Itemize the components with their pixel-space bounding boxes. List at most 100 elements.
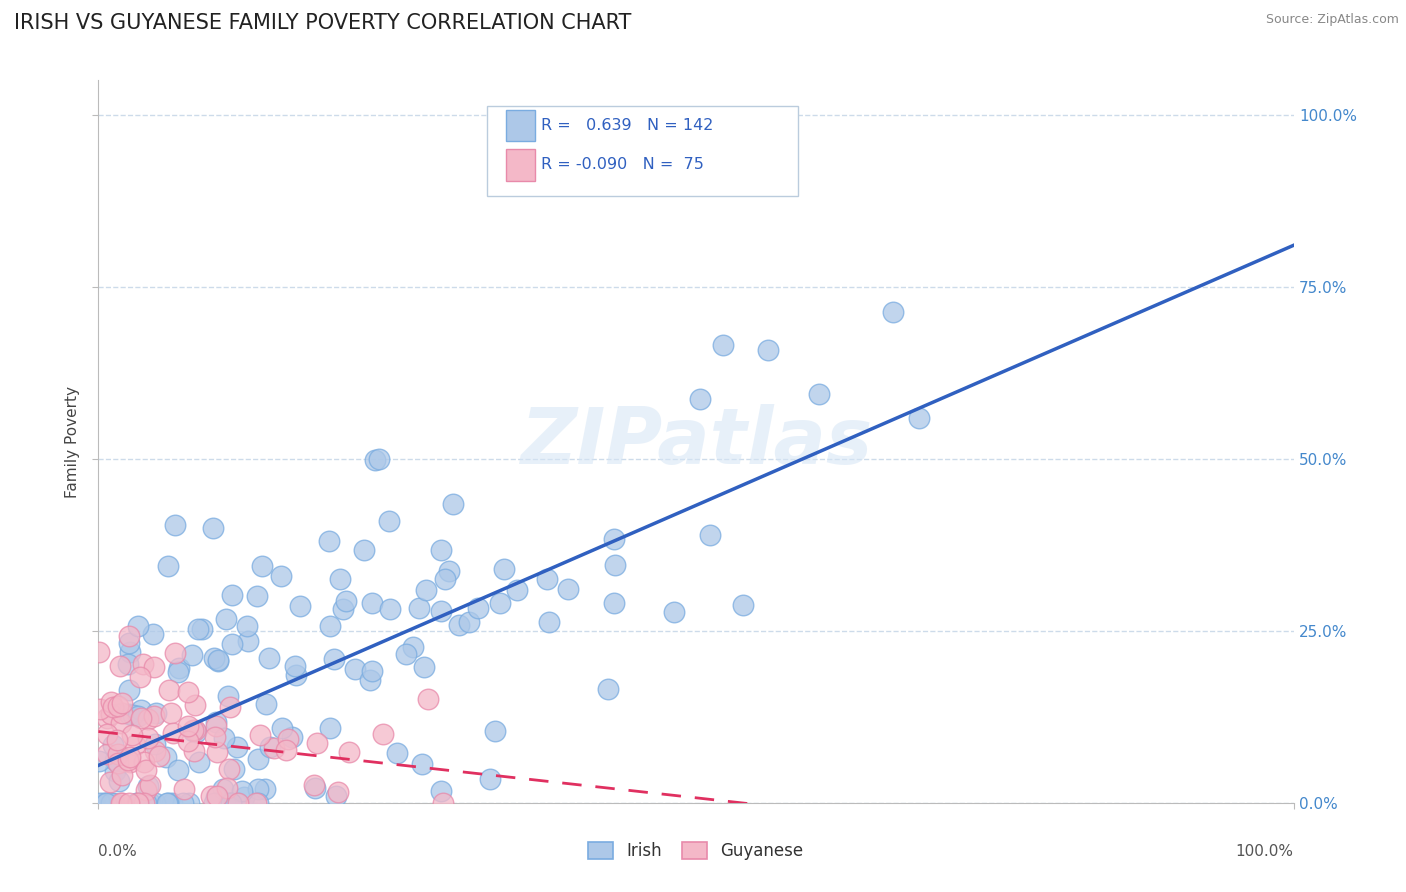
Point <box>118 707 141 722</box>
Point <box>457 615 479 630</box>
Y-axis label: Family Poverty: Family Poverty <box>65 385 80 498</box>
Point <box>378 602 401 616</box>
Point <box>190 622 212 636</box>
Point <box>557 582 579 596</box>
Point <box>605 558 627 573</box>
Point <box>415 582 437 597</box>
Point <box>402 640 425 654</box>
Point <box>276 742 298 756</box>
Point <box>215 612 238 626</box>
Point <box>467 601 489 615</box>
Point <box>131 657 153 671</box>
Point <box>145 706 167 720</box>
Point <box>89 796 111 810</box>
Point <box>733 598 755 612</box>
Point <box>136 731 159 746</box>
Point <box>226 796 249 810</box>
Point <box>118 629 141 643</box>
Point <box>118 796 141 810</box>
Point <box>882 305 904 319</box>
Point <box>353 542 375 557</box>
Point <box>117 657 139 672</box>
Point <box>304 781 326 796</box>
Point <box>430 543 453 558</box>
Point <box>129 703 152 717</box>
Point <box>181 648 204 663</box>
Point <box>337 745 360 759</box>
Point <box>129 711 152 725</box>
Point <box>103 753 125 767</box>
Point <box>226 796 249 810</box>
Point <box>205 719 228 733</box>
Point <box>226 739 249 754</box>
Point <box>364 453 387 467</box>
Point <box>100 707 122 722</box>
Point <box>120 645 142 659</box>
Point <box>217 796 239 810</box>
Point <box>231 783 253 797</box>
Point <box>413 659 436 673</box>
Point <box>908 411 931 425</box>
Point <box>217 689 239 703</box>
Point <box>360 597 382 611</box>
Text: Source: ZipAtlas.com: Source: ZipAtlas.com <box>1265 13 1399 27</box>
Point <box>160 706 183 721</box>
Point <box>447 617 470 632</box>
Point <box>232 790 254 805</box>
Point <box>506 582 529 597</box>
Point <box>246 752 269 766</box>
Point <box>143 737 166 751</box>
Point <box>689 392 711 406</box>
Point <box>489 596 512 610</box>
Point <box>143 744 166 758</box>
Point <box>494 562 516 576</box>
Point <box>96 727 118 741</box>
Point <box>432 796 454 810</box>
Point <box>101 700 124 714</box>
Point <box>98 774 121 789</box>
Point <box>183 744 205 758</box>
Point <box>430 784 453 798</box>
Point <box>139 777 162 791</box>
Point <box>142 626 165 640</box>
Point <box>756 343 779 357</box>
Point <box>110 796 132 810</box>
Point <box>270 569 292 583</box>
Point <box>202 521 225 535</box>
Point <box>699 528 721 542</box>
Point <box>395 647 418 661</box>
Point <box>253 782 276 797</box>
Point <box>280 731 302 745</box>
Point <box>385 747 408 761</box>
Point <box>96 796 118 810</box>
Point <box>250 559 273 574</box>
Point <box>157 796 180 810</box>
Point <box>246 782 269 797</box>
Point <box>156 559 179 574</box>
Point <box>127 619 149 633</box>
Text: R = -0.090   N =  75: R = -0.090 N = 75 <box>541 157 703 172</box>
Point <box>434 572 457 586</box>
Point <box>148 749 170 764</box>
Point <box>110 716 132 731</box>
Point <box>127 709 149 723</box>
Point <box>204 730 226 744</box>
FancyBboxPatch shape <box>486 105 797 196</box>
Point <box>596 681 619 696</box>
Point <box>143 709 166 723</box>
Point <box>169 661 191 675</box>
Point <box>212 731 235 745</box>
Point <box>318 722 340 736</box>
Point <box>107 747 129 762</box>
Point <box>205 789 228 803</box>
Point <box>135 796 157 810</box>
Point <box>107 699 129 714</box>
Point <box>120 750 142 764</box>
Point <box>254 698 277 712</box>
Point <box>219 700 242 714</box>
Point <box>96 747 118 762</box>
Point <box>437 564 460 578</box>
Point <box>200 789 222 804</box>
Point <box>111 796 134 810</box>
Point <box>134 796 156 810</box>
